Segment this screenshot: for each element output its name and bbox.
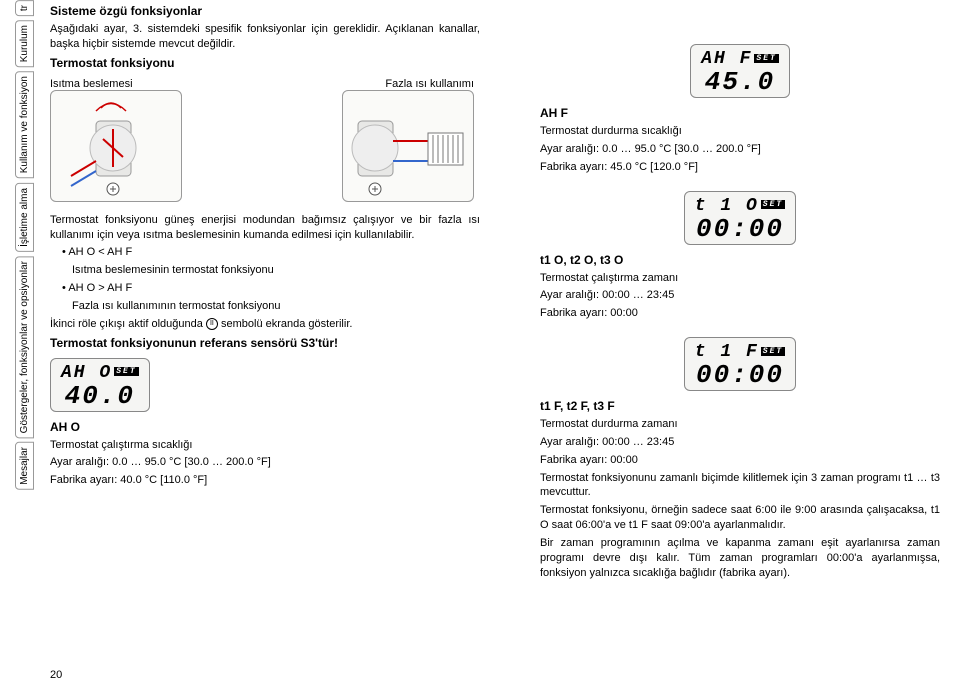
section-title: Sisteme özgü fonksiyonlar (50, 4, 480, 18)
supply-label: Isıtma beslemesi (50, 78, 182, 90)
t1f-p1: Termostat fonksiyonunu zamanlı biçimde k… (540, 471, 940, 501)
lcd-ahf-top: AH FSET (701, 49, 779, 69)
b1-sub: Isıtma beslemesinin termostat fonksiyonu (72, 263, 480, 278)
role-line-a: İkinci röle çıkışı aktif olduğunda (50, 318, 206, 330)
tab-mesajlar: Mesajlar (15, 442, 34, 490)
bullet-1: • AH O < AH F (62, 245, 480, 260)
t1f-title: t1 F, t2 F, t3 F (540, 399, 940, 413)
lcd-t1o-top-text: t 1 O (695, 196, 759, 216)
left-column: Sisteme özgü fonksiyonlar Aşağıdaki ayar… (50, 0, 480, 500)
thermo-desc: Termostat fonksiyonu güneş enerjisi modu… (50, 213, 480, 243)
excess-label: Fazla ısı kullanımı (342, 78, 474, 90)
lcd-aho-top: AH OSET (61, 363, 139, 383)
set-badge: SET (761, 347, 785, 356)
lcd-aho: AH OSET 40.0 (50, 358, 150, 412)
heating-supply-diagram (50, 90, 182, 202)
lcd-t1o-main: 00:00 (695, 216, 785, 242)
tab-gostergeler: Göstergeler, fonksiyonlar ve opsiyonlar (15, 256, 34, 438)
lcd-t1f-top-text: t 1 F (695, 342, 759, 362)
b2-head: AH O > AH F (68, 282, 132, 294)
sensor-line: Termostat fonksiyonunun referans sensörü… (50, 336, 480, 350)
thermo-title: Termostat fonksiyonu (50, 56, 480, 70)
t1f-block: t 1 FSET 00:00 t1 F, t2 F, t3 F Termosta… (540, 333, 940, 580)
t1o-block: t 1 OSET 00:00 t1 O, t2 O, t3 O Termosta… (540, 187, 940, 322)
lcd-t1f-top: t 1 FSET (695, 342, 785, 362)
lcd-ahf-main: 45.0 (701, 69, 779, 95)
t1o-l2: Ayar aralığı: 00:00 … 23:45 (540, 288, 940, 303)
page: tr Kurulum Kullanım ve fonksiyon İşletim… (0, 0, 960, 693)
ahf-l2: Ayar aralığı: 0.0 … 95.0 °C [30.0 … 200.… (540, 142, 940, 157)
lcd-aho-main: 40.0 (61, 383, 139, 409)
ahf-title: AH F (540, 106, 940, 120)
aho-title: AH O (50, 420, 480, 434)
lcd-t1o-top: t 1 OSET (695, 196, 785, 216)
set-badge: SET (114, 367, 138, 376)
ahf-l1: Termostat durdurma sıcaklığı (540, 124, 940, 139)
tab-lang: tr (15, 0, 34, 16)
diagram-row: Isıtma beslemesi (50, 78, 480, 205)
role-line: İkinci röle çıkışı aktif olduğunda II se… (50, 317, 480, 332)
lcd-ahf-top-text: AH F (701, 49, 752, 69)
ahf-l3: Fabrika ayarı: 45.0 °C [120.0 °F] (540, 160, 940, 175)
role-line-b: sembolü ekranda gösterilir. (218, 318, 353, 330)
t1f-p3: Bir zaman programının açılma ve kapanma … (540, 536, 940, 581)
set-badge: SET (754, 54, 778, 63)
aho-param: AH O Termostat çalıştırma sıcaklığı Ayar… (50, 420, 480, 489)
b2-sub: Fazla ısı kullanımının termostat fonksiy… (72, 299, 480, 314)
tab-isletime: İşletime alma (15, 183, 34, 252)
set-badge: SET (761, 200, 785, 209)
ahf-block: AH FSET 45.0 AH F Termostat durdurma sıc… (540, 40, 940, 175)
aho-l1: Termostat çalıştırma sıcaklığı (50, 438, 480, 453)
symbol-icon: II (206, 318, 218, 330)
t1f-l2: Ayar aralığı: 00:00 … 23:45 (540, 435, 940, 450)
lcd-t1f: t 1 FSET 00:00 (684, 337, 796, 391)
right-column: AH FSET 45.0 AH F Termostat durdurma sıc… (540, 40, 940, 593)
t1o-l3: Fabrika ayarı: 00:00 (540, 306, 940, 321)
excess-heat-diagram (342, 90, 474, 202)
excess-block: Fazla ısı kullanımı (342, 78, 474, 205)
intro-text: Aşağıdaki ayar, 3. sistemdeki spesifik f… (50, 22, 480, 52)
lcd-t1o: t 1 OSET 00:00 (684, 191, 796, 245)
page-number: 20 (50, 669, 62, 681)
t1f-l1: Termostat durdurma zamanı (540, 417, 940, 432)
lcd-ahf: AH FSET 45.0 (690, 44, 790, 98)
t1o-title: t1 O, t2 O, t3 O (540, 253, 940, 267)
supply-block: Isıtma beslemesi (50, 78, 182, 205)
b1-head: AH O < AH F (68, 246, 132, 258)
lcd-t1f-main: 00:00 (695, 362, 785, 388)
lcd-aho-top-text: AH O (61, 363, 112, 383)
aho-l3: Fabrika ayarı: 40.0 °C [110.0 °F] (50, 473, 480, 488)
t1o-l1: Termostat çalıştırma zamanı (540, 271, 940, 286)
bullet-2: • AH O > AH F (62, 281, 480, 296)
side-tabs: tr Kurulum Kullanım ve fonksiyon İşletim… (15, 0, 35, 630)
tab-kullanim: Kullanım ve fonksiyon (15, 71, 34, 178)
aho-l2: Ayar aralığı: 0.0 … 95.0 °C [30.0 … 200.… (50, 455, 480, 470)
tab-kurulum: Kurulum (15, 20, 34, 67)
t1f-l3: Fabrika ayarı: 00:00 (540, 453, 940, 468)
t1f-p2: Termostat fonksiyonu, örneğin sadece saa… (540, 503, 940, 533)
